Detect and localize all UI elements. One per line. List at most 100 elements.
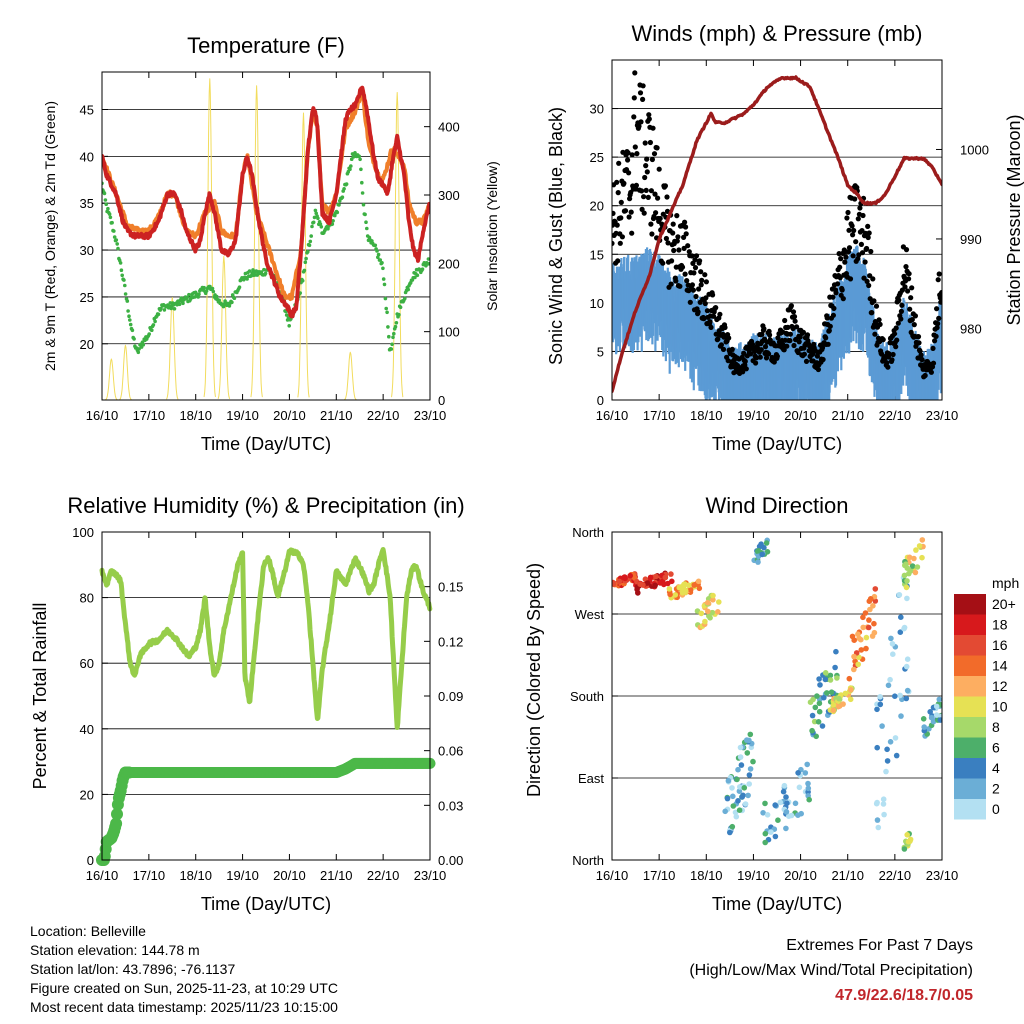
direction-point — [920, 716, 927, 722]
y2-tick-label: 300 — [438, 188, 460, 203]
dewpoint-point — [128, 322, 133, 327]
dewpoint-point — [385, 310, 389, 315]
x-tick-label: 23/10 — [926, 408, 959, 423]
gust-point — [715, 336, 721, 342]
x-tick-label: 20/10 — [784, 408, 817, 423]
direction-point — [783, 825, 789, 832]
direction-point — [904, 578, 910, 584]
dewpoint-point — [120, 273, 124, 278]
y2-tick-label: 200 — [438, 256, 460, 271]
gust-point — [671, 247, 677, 254]
dewpoint-point — [122, 278, 126, 282]
direction-point — [755, 559, 761, 565]
y-tick-label: 20 — [590, 199, 604, 214]
humidity-plot-area — [96, 547, 436, 866]
direction-point — [871, 629, 878, 636]
y-tick-label: 20 — [80, 337, 94, 352]
dewpoint-point — [237, 285, 242, 290]
direction-point — [741, 785, 748, 791]
dewpoint-point — [126, 309, 130, 313]
dewpoint-point — [153, 319, 157, 324]
gust-point — [654, 145, 660, 151]
direction-point — [887, 676, 893, 683]
gust-point — [774, 353, 781, 359]
direction-point — [734, 776, 740, 783]
gust-point — [632, 70, 638, 76]
direction-point — [824, 690, 830, 696]
dewpoint-point — [380, 261, 384, 265]
dewpoint-point — [118, 261, 123, 265]
direction-point — [892, 693, 898, 699]
gust-point — [930, 360, 937, 366]
y2-tick-label: 100 — [438, 325, 460, 340]
x-tick-label: 18/10 — [179, 408, 212, 423]
gust-point — [787, 338, 793, 344]
footer-location: Location: Belleville — [30, 923, 146, 939]
direction-point — [772, 802, 778, 808]
direction-point — [849, 633, 856, 640]
gust-point — [845, 249, 852, 255]
plot-border — [101, 531, 431, 861]
dewpoint-point — [115, 242, 119, 246]
dewpoint-point — [373, 243, 378, 248]
direction-point — [865, 624, 872, 631]
direction-point — [898, 614, 904, 620]
dewpoint-point — [361, 202, 366, 207]
dewpoint-point — [108, 215, 113, 220]
direction-point — [928, 714, 935, 721]
x-tick-label: 18/10 — [690, 868, 723, 883]
x-tick-label: 17/10 — [133, 408, 166, 423]
gust-point — [936, 271, 942, 277]
gust-point — [643, 187, 649, 193]
colorbar-label: 14 — [992, 658, 1008, 674]
direction-point — [686, 582, 692, 589]
y2-tick-label: 1000 — [960, 142, 989, 157]
dewpoint-point — [162, 308, 167, 312]
x-tick-label: 22/10 — [879, 408, 912, 423]
direction-point — [871, 620, 877, 627]
gust-point — [625, 157, 631, 163]
plot-border — [611, 531, 943, 861]
dewpoint-point — [357, 154, 362, 159]
direction-point — [862, 610, 869, 616]
gust-point — [845, 209, 851, 216]
gust-point — [815, 366, 822, 373]
gust-point — [670, 230, 676, 236]
gust-point — [670, 221, 676, 227]
gust-point — [790, 309, 797, 315]
gust-point — [850, 232, 856, 238]
chart-title: Wind Direction — [705, 493, 848, 518]
direction-point — [647, 574, 654, 581]
direction-point — [738, 762, 745, 768]
gust-point — [692, 257, 698, 263]
dewpoint-point — [311, 220, 316, 225]
gust-point — [615, 258, 621, 264]
gust-point — [870, 276, 876, 282]
dewpoint-point — [393, 324, 398, 329]
gust-point — [781, 347, 787, 353]
gust-point — [899, 302, 905, 308]
dewpoint-point — [151, 323, 156, 327]
gust-point — [650, 125, 656, 131]
direction-point — [809, 727, 815, 734]
direction-point — [662, 574, 669, 581]
colorbar-swatch — [954, 799, 986, 820]
direction-point — [724, 795, 731, 802]
direction-point — [887, 739, 894, 745]
gust-point — [618, 215, 624, 221]
colorbar-swatch — [954, 676, 986, 697]
chart-title: Temperature (F) — [187, 33, 345, 58]
dewpoint-point — [406, 287, 411, 292]
gust-point — [930, 345, 936, 351]
temperature-frame: 20 25 30 35 40 45 16/10 17/10 18/10 19/10 20/10 21/… — [42, 33, 500, 454]
gust-point — [889, 357, 895, 363]
gust-point — [708, 324, 714, 330]
gust-point — [939, 289, 942, 296]
gust-point — [819, 345, 826, 351]
gust-point — [884, 360, 890, 366]
direction-point — [627, 572, 633, 579]
pressure-line — [612, 75, 942, 393]
colorbar-swatch — [954, 635, 986, 656]
y-tick-label: 25 — [80, 290, 94, 305]
direction-point — [919, 537, 926, 543]
